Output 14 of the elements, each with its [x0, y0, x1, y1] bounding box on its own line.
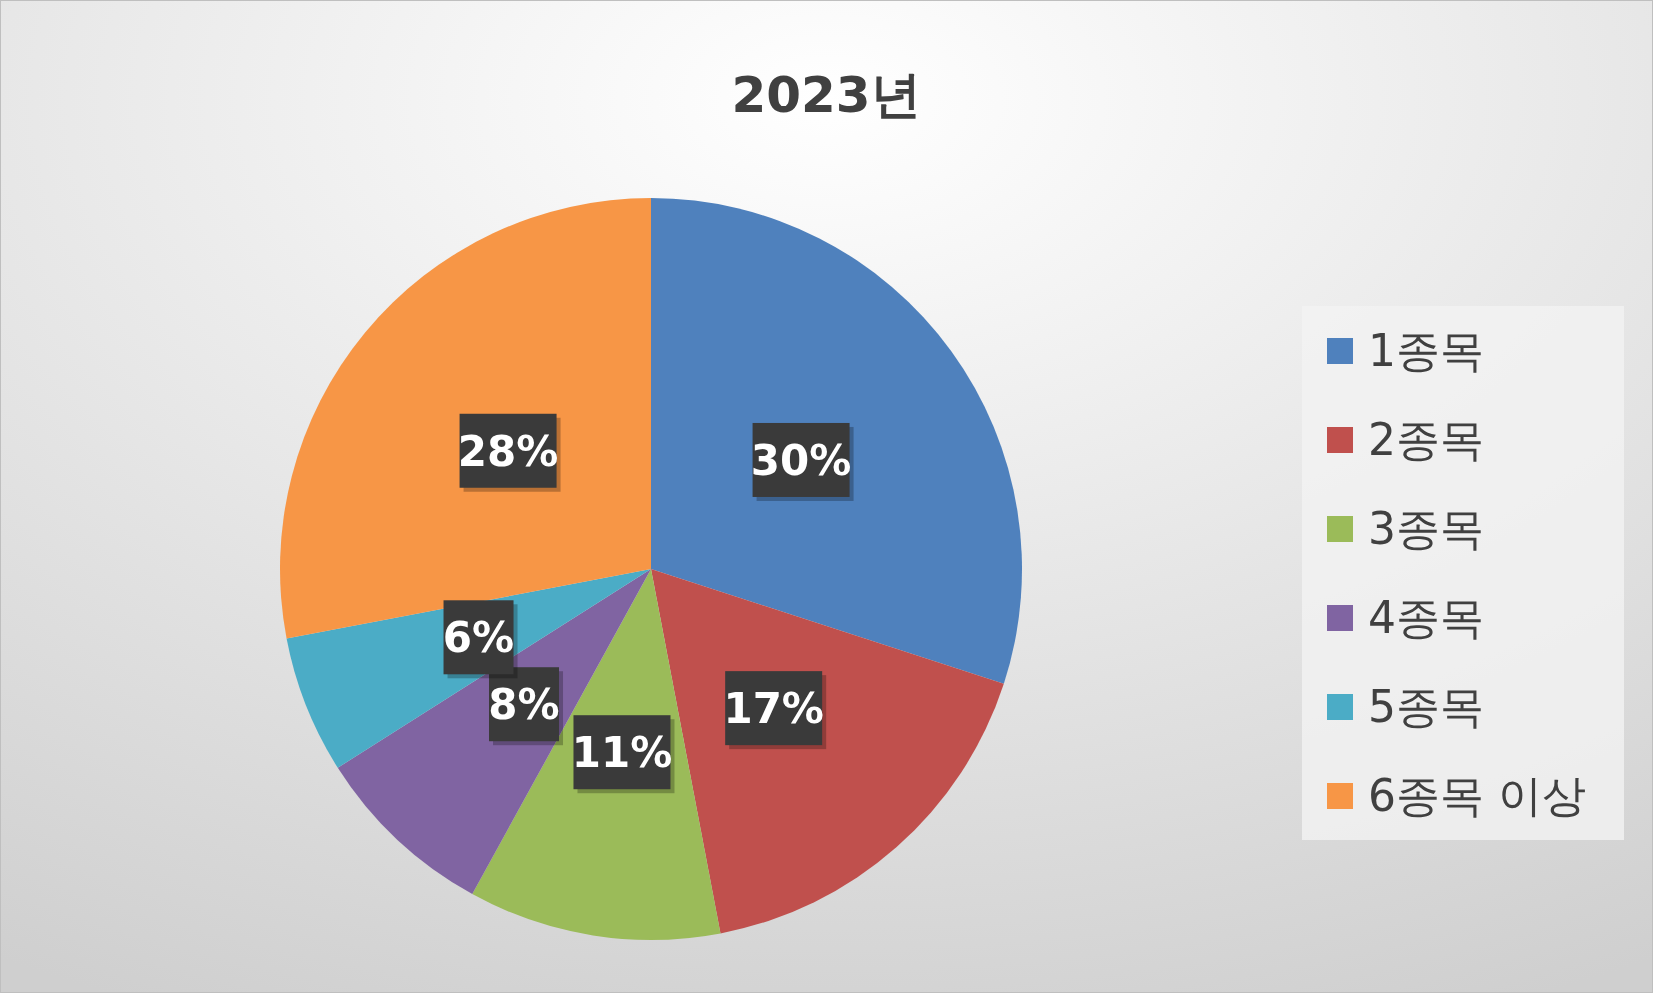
data-label: 28% — [457, 426, 559, 476]
legend-label: 6종목 이상 — [1368, 770, 1586, 821]
data-label: 8% — [488, 680, 560, 730]
legend-label: 2종목 — [1368, 414, 1484, 465]
data-label: 30% — [750, 435, 852, 485]
legend-label: 1종목 — [1368, 325, 1484, 376]
legend-label: 4종목 — [1368, 592, 1484, 643]
chart-title: 2023년 — [731, 66, 921, 124]
data-label: 11% — [571, 728, 673, 778]
data-label: 6% — [442, 613, 515, 663]
legend-label: 5종목 — [1368, 681, 1484, 732]
legend-label: 3종목 — [1368, 503, 1484, 554]
data-label: 17% — [723, 684, 824, 734]
pie-slice — [651, 198, 1022, 684]
